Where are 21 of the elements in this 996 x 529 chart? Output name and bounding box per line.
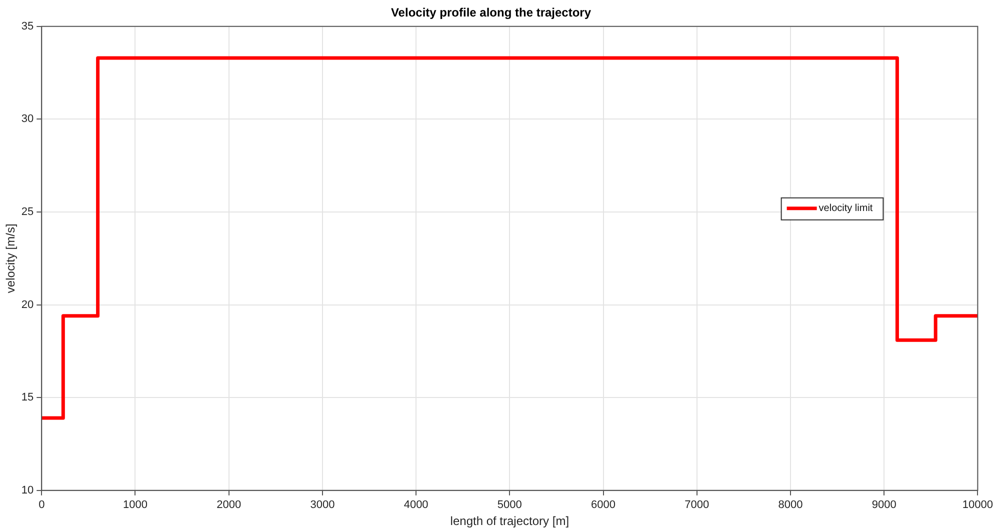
x-axis-title: length of trajectory [m]: [450, 514, 570, 528]
x-tick-label: 3000: [310, 499, 335, 512]
x-tick-label: 1000: [123, 499, 148, 512]
x-tick-label: 9000: [872, 499, 896, 512]
x-tick-label: 4000: [404, 499, 428, 512]
legend-label: velocity limit: [818, 203, 873, 214]
y-tick-label: 10: [21, 484, 34, 496]
y-axis-title: velocity [m/s]: [4, 224, 18, 294]
y-tick-label: 30: [21, 113, 34, 126]
x-tick-label: 6000: [591, 499, 616, 512]
y-tick-label: 35: [21, 20, 34, 32]
x-tick-label: 0: [38, 499, 45, 512]
y-tick-label: 25: [21, 206, 34, 218]
x-tick-label: 2000: [216, 499, 242, 512]
x-tick-label: 10000: [962, 499, 994, 512]
x-tick-label: 8000: [778, 499, 803, 512]
x-tick-label: 7000: [684, 499, 710, 512]
x-tick-label: 5000: [497, 499, 522, 512]
chart-title: Velocity profile along the trajectory: [390, 6, 592, 20]
y-tick-label: 20: [21, 298, 34, 311]
y-tick-label: 15: [21, 392, 34, 404]
